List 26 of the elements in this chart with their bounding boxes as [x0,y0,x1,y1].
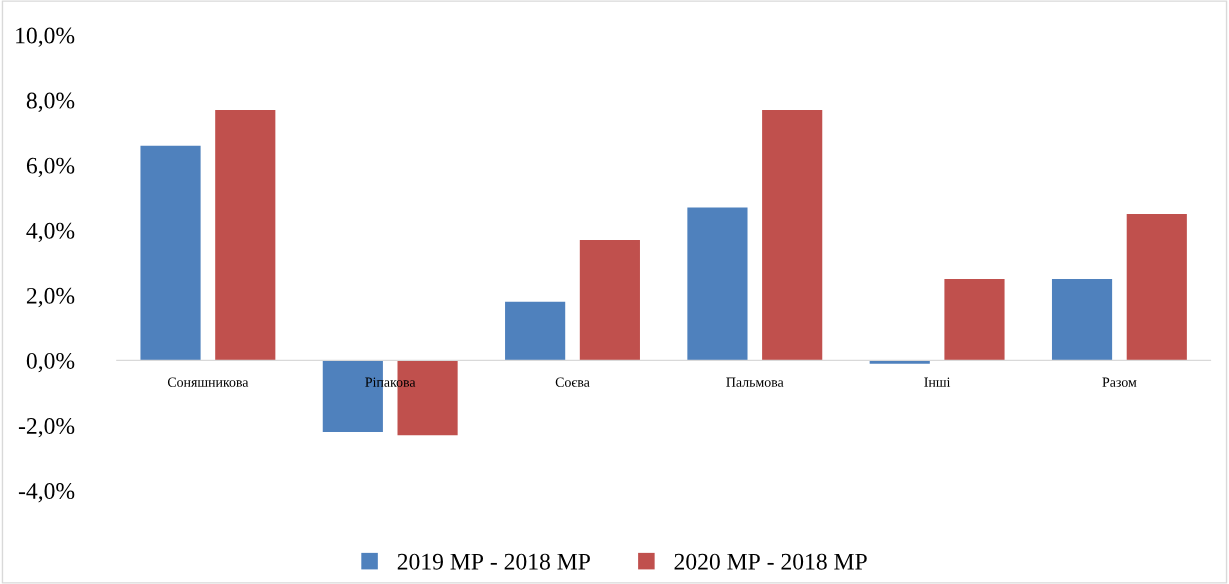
y-tick-label: 10,0% [16,27,75,47]
y-tick-label: 2,0% [26,287,75,308]
bar [869,360,930,364]
y-tick-label: 4,0% [26,222,75,243]
x-tick-label: Разом [1102,377,1137,387]
y-tick-label: 6,0% [26,157,75,178]
bar [762,109,823,361]
bar [687,207,748,361]
legend-label: 2019 МР - 2018 МР [397,553,590,570]
x-tick-label: Соняшникова [167,377,249,387]
bar [1126,213,1187,361]
bar [944,279,1005,361]
bar [140,145,201,361]
x-tick-label: Ріпакова [365,377,416,387]
legend-label: 2020 МР - 2018 МР [674,553,867,570]
y-tick-label: -4,0% [18,483,75,503]
bar [505,301,566,361]
bar [215,109,276,361]
x-tick-label: Інші [924,377,951,387]
y-tick-label: 0,0% [26,352,75,373]
bar [1051,279,1113,361]
bar [579,240,640,361]
x-tick-label: Соєва [555,377,590,387]
y-tick-label: 8,0% [26,92,75,112]
x-tick-label: Пальмова [726,377,784,387]
y-tick-label: -2,0% [18,417,75,438]
